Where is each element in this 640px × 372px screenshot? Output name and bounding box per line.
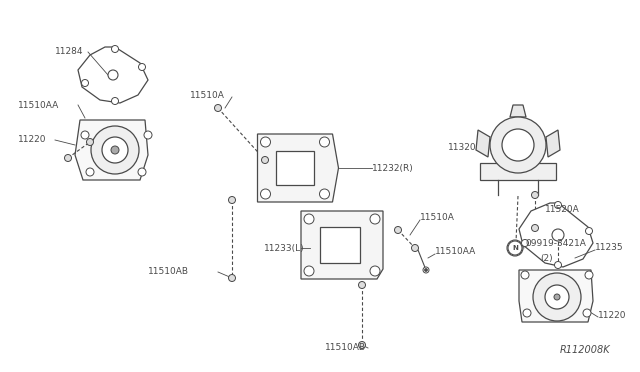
Circle shape [522, 240, 529, 247]
Circle shape [144, 131, 152, 139]
Circle shape [102, 137, 128, 163]
Text: 11233(L): 11233(L) [264, 244, 305, 253]
Text: 11510AB: 11510AB [148, 267, 189, 276]
Circle shape [521, 271, 529, 279]
Circle shape [533, 273, 581, 321]
Text: R112008K: R112008K [559, 345, 610, 355]
Circle shape [108, 70, 118, 80]
Circle shape [586, 228, 593, 234]
Circle shape [545, 285, 569, 309]
Text: 11320: 11320 [448, 144, 477, 153]
Circle shape [508, 241, 522, 255]
Polygon shape [476, 130, 490, 157]
Polygon shape [301, 211, 383, 279]
Text: 11220: 11220 [598, 311, 627, 320]
Polygon shape [519, 203, 593, 267]
Circle shape [423, 267, 429, 273]
Circle shape [138, 168, 146, 176]
Circle shape [111, 97, 118, 105]
Circle shape [490, 117, 546, 173]
Circle shape [260, 189, 271, 199]
Circle shape [358, 282, 365, 289]
Polygon shape [257, 134, 339, 202]
Text: 11220: 11220 [18, 135, 47, 144]
Circle shape [81, 80, 88, 87]
Circle shape [523, 309, 531, 317]
Circle shape [585, 271, 593, 279]
Text: 11232(R): 11232(R) [372, 164, 413, 173]
Circle shape [554, 294, 560, 300]
Circle shape [424, 269, 428, 272]
Circle shape [412, 244, 419, 251]
Circle shape [511, 243, 521, 253]
Text: 09919-3421A: 09919-3421A [525, 240, 586, 248]
Text: N: N [512, 245, 518, 251]
Circle shape [552, 229, 564, 241]
Circle shape [583, 309, 591, 317]
Circle shape [319, 137, 330, 147]
Circle shape [86, 168, 94, 176]
Polygon shape [519, 270, 593, 322]
Circle shape [262, 157, 269, 164]
Text: (2): (2) [540, 253, 552, 263]
Circle shape [260, 137, 271, 147]
Circle shape [304, 266, 314, 276]
Text: 11235: 11235 [595, 244, 623, 253]
Circle shape [214, 105, 221, 112]
Circle shape [111, 146, 119, 154]
Polygon shape [546, 130, 560, 157]
Circle shape [91, 126, 139, 174]
Circle shape [531, 224, 538, 231]
Text: 11510AB: 11510AB [325, 343, 366, 353]
Circle shape [394, 227, 401, 234]
Circle shape [502, 129, 534, 161]
Text: 11510A: 11510A [420, 214, 455, 222]
Polygon shape [480, 163, 556, 180]
Bar [320, 227, 360, 263]
Circle shape [304, 214, 314, 224]
Circle shape [228, 275, 236, 282]
Circle shape [228, 196, 236, 203]
Text: 11510A: 11510A [190, 90, 225, 99]
Polygon shape [78, 47, 148, 103]
Circle shape [554, 262, 561, 269]
Circle shape [554, 202, 561, 208]
Circle shape [370, 266, 380, 276]
Circle shape [111, 45, 118, 52]
Text: 11510AA: 11510AA [435, 247, 476, 257]
Polygon shape [75, 120, 148, 180]
Circle shape [370, 214, 380, 224]
Polygon shape [510, 105, 526, 117]
Bar [276, 151, 314, 185]
Circle shape [319, 189, 330, 199]
Circle shape [86, 138, 93, 145]
Circle shape [65, 154, 72, 161]
Circle shape [507, 240, 523, 256]
Circle shape [81, 131, 89, 139]
Text: 11284: 11284 [55, 48, 83, 57]
Text: 11510AA: 11510AA [18, 100, 60, 109]
Circle shape [531, 192, 538, 199]
Text: 11520A: 11520A [545, 205, 580, 215]
Circle shape [138, 64, 145, 71]
Circle shape [358, 341, 365, 349]
